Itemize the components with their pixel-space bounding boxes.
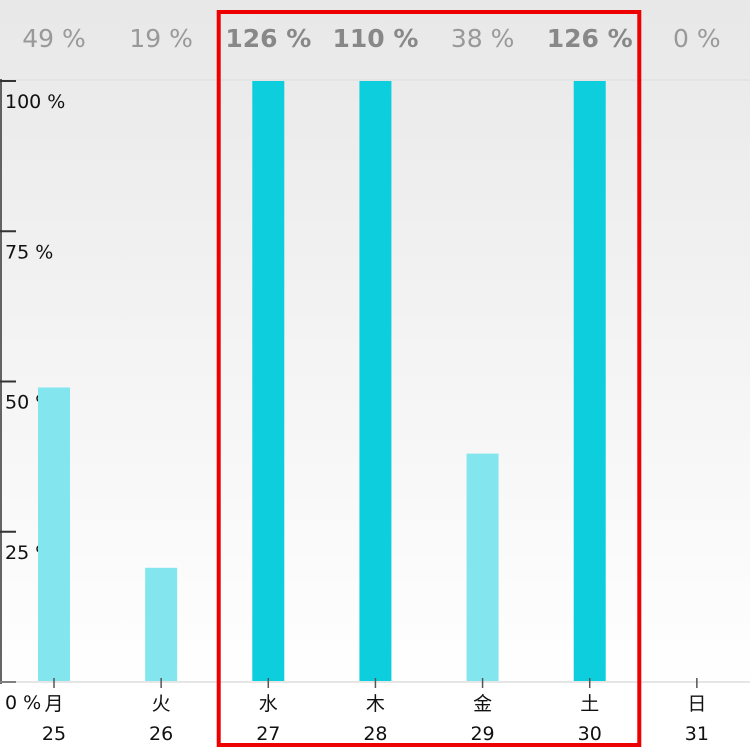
x-tick-day: 31 <box>685 723 709 745</box>
value-label: 110 % <box>332 24 418 53</box>
bars-group <box>38 81 606 681</box>
y-tick-label: 75 % <box>5 241 53 263</box>
bar-27 <box>252 81 285 681</box>
value-label: 126 % <box>225 24 311 53</box>
x-axis: 月 25 火 26 水 27 木 28 金 29 土 30 日 31 <box>0 678 750 745</box>
value-label: 19 % <box>129 24 193 53</box>
value-labels-group: 49 % 19 % 126 % 110 % 38 % 126 % 0 % <box>22 24 720 53</box>
value-label: 0 % <box>673 24 721 53</box>
x-tick-weekday: 日 <box>687 693 706 715</box>
x-tick-day: 28 <box>363 723 387 745</box>
x-tick-weekday: 水 <box>259 693 278 715</box>
selection-box <box>216 10 642 747</box>
x-tick-day: 30 <box>578 723 602 745</box>
x-tick-weekday: 月 <box>44 693 63 715</box>
value-label: 38 % <box>451 24 515 53</box>
selection-overlay <box>216 10 642 747</box>
x-tick-day: 29 <box>470 723 494 745</box>
x-tick-day: 26 <box>149 723 173 745</box>
value-label: 49 % <box>22 24 86 53</box>
x-tick-weekday: 木 <box>366 693 385 715</box>
x-tick-weekday: 土 <box>580 693 599 715</box>
x-tick-weekday: 火 <box>152 693 171 715</box>
y-tick-label: 100 % <box>5 91 65 113</box>
y-tick-label: 0 % <box>5 692 41 714</box>
bar-29 <box>466 453 499 681</box>
x-tick-day: 27 <box>256 723 280 745</box>
x-tick-day: 25 <box>42 723 66 745</box>
bar-25 <box>38 387 70 681</box>
bar-28 <box>359 81 392 681</box>
bar-30 <box>573 81 606 681</box>
x-tick-weekday: 金 <box>473 693 492 715</box>
value-label: 126 % <box>547 24 633 53</box>
bar-26 <box>145 567 178 681</box>
